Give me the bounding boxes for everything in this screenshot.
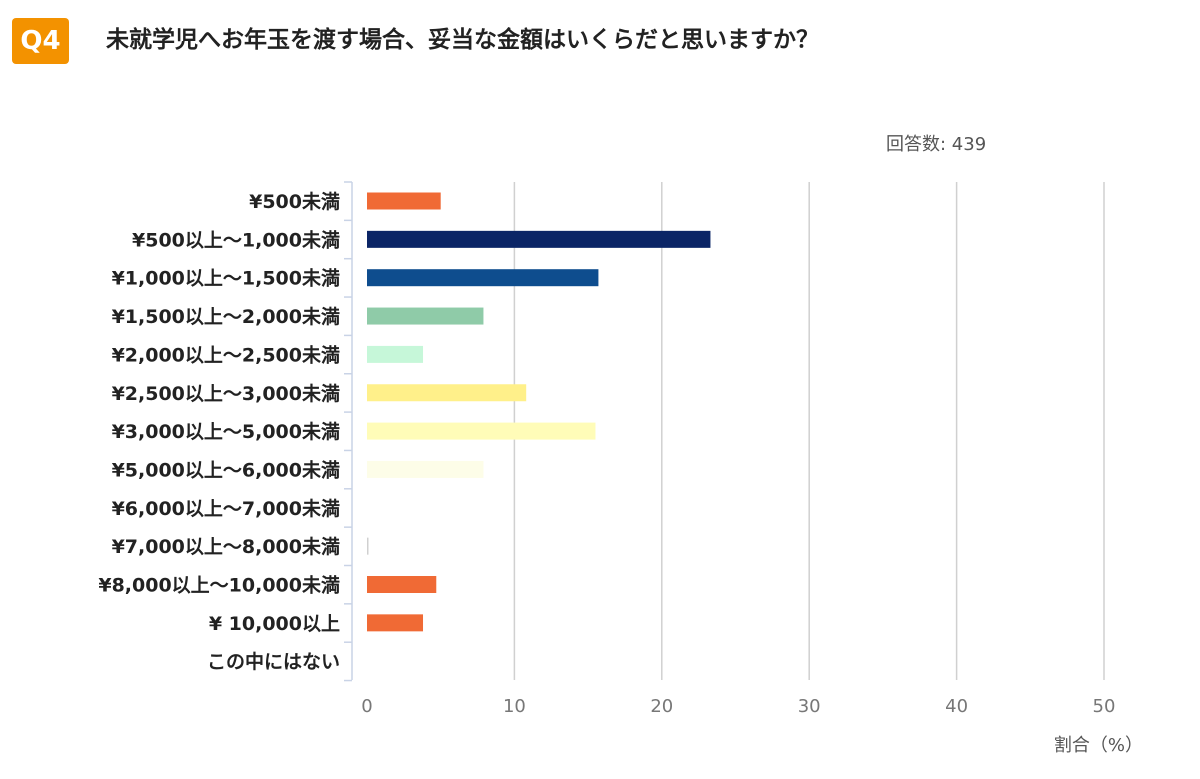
category-label: ¥8,000以上～10,000未満 xyxy=(98,574,340,597)
bar xyxy=(367,269,599,287)
x-tick-label: 20 xyxy=(650,696,673,717)
category-label: ¥1,000以上～1,500未満 xyxy=(112,267,340,290)
bar xyxy=(367,345,424,363)
category-label: この中にはない xyxy=(207,650,340,673)
x-tick-label: 10 xyxy=(503,696,526,717)
bar xyxy=(367,307,484,325)
category-label: ¥2,000以上～2,500未満 xyxy=(112,343,340,366)
category-label: ¥5,000以上～6,000未満 xyxy=(112,458,340,481)
x-axis-title: 割合（%） xyxy=(1054,735,1143,756)
category-label: ¥2,500以上～3,000未満 xyxy=(112,382,340,405)
bar xyxy=(367,422,596,440)
x-tick-label: 40 xyxy=(945,696,968,717)
bar xyxy=(367,537,369,555)
category-labels: ¥500未満 ¥500以上～1,000未満 ¥1,000以上～1,500未満 ¥1,5… xyxy=(98,190,340,673)
x-tick-label: 0 xyxy=(361,696,372,717)
bar xyxy=(367,384,527,402)
category-label: ¥500未満 xyxy=(249,190,340,213)
category-label: ¥7,000以上～8,000未満 xyxy=(112,535,340,558)
x-tick-label: 30 xyxy=(798,696,821,717)
category-label: ¥ 10,000以上 xyxy=(209,613,340,635)
bars xyxy=(367,192,711,632)
bar xyxy=(367,460,484,478)
category-label: ¥3,000以上～5,000未満 xyxy=(112,420,340,443)
x-tick-labels: 0 10 20 30 40 50 xyxy=(361,696,1115,717)
bar xyxy=(367,614,424,632)
category-label: ¥6,000以上～7,000未満 xyxy=(112,497,340,520)
x-tick-label: 50 xyxy=(1093,696,1116,717)
respondent-count: 回答数: 439 xyxy=(886,134,987,155)
question-badge: Q4 xyxy=(12,18,69,64)
bar xyxy=(367,576,437,593)
question-title: 未就学児へお年玉を渡す場合、妥当な金額はいくらだと思いますか？ xyxy=(106,27,819,53)
bar xyxy=(367,230,711,248)
category-label: ¥500以上～1,000未満 xyxy=(132,228,340,251)
bar xyxy=(367,192,441,210)
category-label: ¥1,500以上～2,000未満 xyxy=(112,305,340,328)
